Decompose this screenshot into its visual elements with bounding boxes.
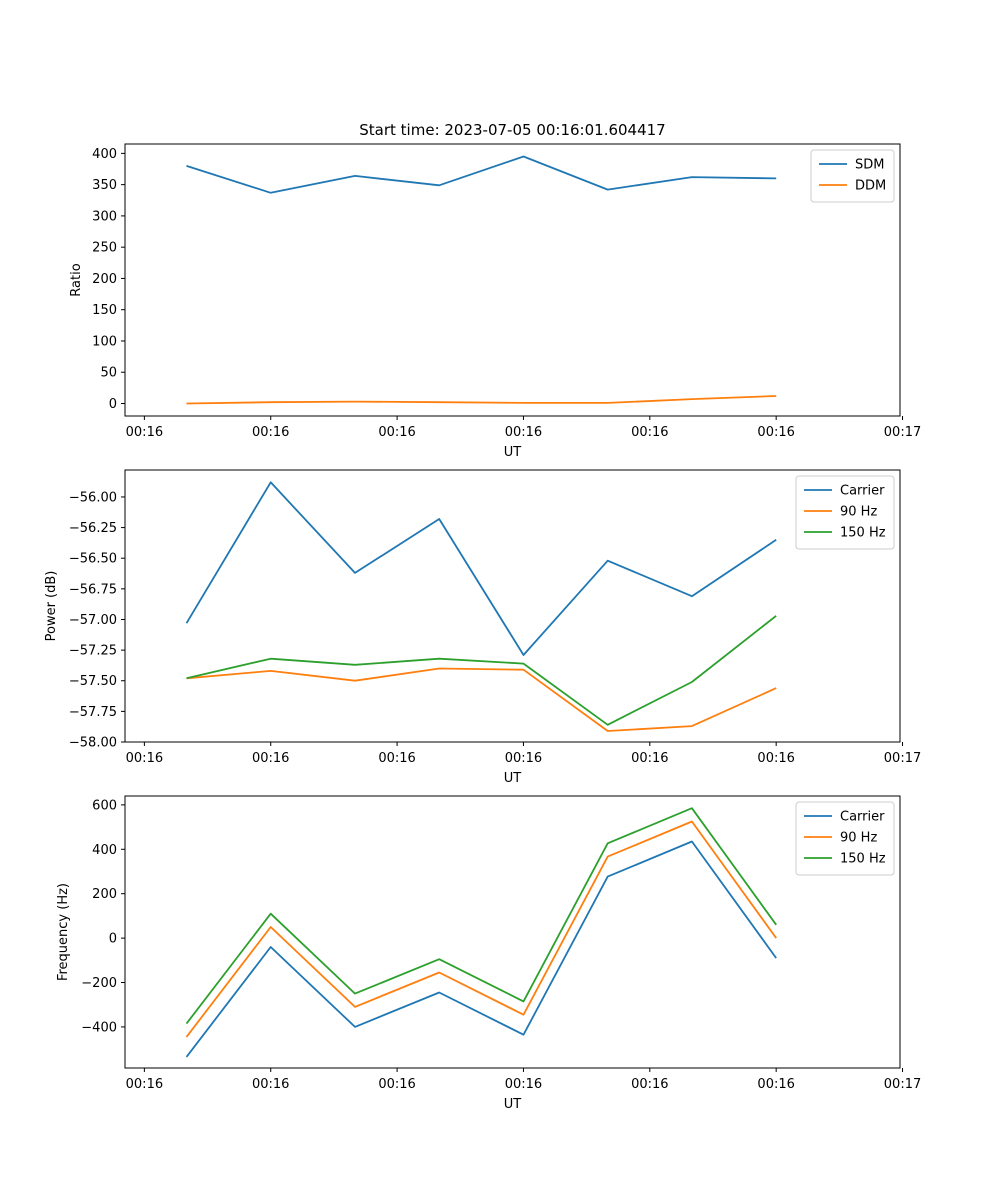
plot-frame bbox=[124, 143, 901, 417]
y-tick-label: 250 bbox=[92, 241, 117, 256]
x-tick-label: 00:16 bbox=[757, 1077, 794, 1092]
legend-label: 90 Hz bbox=[840, 831, 877, 846]
x-tick-label: 00:16 bbox=[378, 1077, 415, 1092]
legend-box bbox=[810, 149, 895, 203]
chart-panel-3: 00:16 00:16 00:16 00:16 00:16 00:16 00:17 −400 −… bbox=[56, 795, 921, 1112]
series-line-carrier bbox=[185, 840, 777, 1058]
legend-label: 90 Hz bbox=[840, 505, 877, 520]
legend-box bbox=[795, 801, 895, 876]
x-axis-label: UT bbox=[504, 771, 522, 786]
y-tick-label: −57.25 bbox=[69, 644, 117, 659]
y-tick-label: −57.75 bbox=[69, 705, 117, 720]
x-tick-label: 00:16 bbox=[252, 1077, 289, 1092]
x-tick-label: 00:16 bbox=[126, 751, 163, 766]
x-tick-label: 00:16 bbox=[126, 1077, 163, 1092]
x-tick-label: 00:17 bbox=[884, 1077, 921, 1092]
series-line-sdm bbox=[186, 155, 777, 194]
x-tick-label: 00:16 bbox=[126, 425, 163, 440]
x-tick-label: 00:16 bbox=[631, 1077, 668, 1092]
series-line-90-hz bbox=[185, 820, 777, 1038]
y-tick-label: 50 bbox=[100, 366, 117, 381]
x-tick-label: 00:16 bbox=[631, 751, 668, 766]
series-line-carrier bbox=[185, 481, 777, 656]
x-tick-label: 00:16 bbox=[378, 751, 415, 766]
series-line-150-hz bbox=[186, 615, 777, 726]
x-tick-label: 00:17 bbox=[884, 425, 921, 440]
plot-frame bbox=[124, 795, 901, 1069]
y-tick-label: 200 bbox=[92, 887, 117, 902]
y-axis-label: Frequency (Hz) bbox=[56, 883, 71, 981]
y-axis-label: Power (dB) bbox=[44, 571, 59, 642]
x-tick-label: 00:16 bbox=[757, 425, 794, 440]
y-tick-label: 150 bbox=[92, 303, 117, 318]
y-axis-label: Ratio bbox=[69, 263, 84, 296]
y-tick-label: 0 bbox=[109, 397, 117, 412]
chart-panel-2: 00:16 00:16 00:16 00:16 00:16 00:16 00:17 −58.0… bbox=[44, 469, 921, 786]
x-tick-label: 00:16 bbox=[252, 425, 289, 440]
legend: SDM DDM bbox=[810, 149, 895, 203]
legend-label: SDM bbox=[855, 158, 884, 173]
y-tick-label: −58.00 bbox=[69, 736, 117, 751]
x-tick-label: 00:16 bbox=[757, 751, 794, 766]
y-tick-label: −57.50 bbox=[69, 674, 117, 689]
y-tick-label: −56.50 bbox=[69, 552, 117, 567]
legend: Carrier 90 Hz 150 Hz bbox=[795, 475, 895, 550]
series-line-ddm bbox=[186, 395, 777, 405]
y-tick-label: 200 bbox=[92, 272, 117, 287]
legend-box bbox=[795, 475, 895, 550]
y-tick-label: −200 bbox=[81, 976, 117, 991]
x-tick-label: 00:16 bbox=[505, 1077, 542, 1092]
y-tick-label: 300 bbox=[92, 209, 117, 224]
y-tick-label: 400 bbox=[92, 843, 117, 858]
y-tick-label: 350 bbox=[92, 178, 117, 193]
legend-label: 150 Hz bbox=[840, 526, 886, 541]
x-axis-label: UT bbox=[504, 445, 522, 460]
legend: Carrier 90 Hz 150 Hz bbox=[795, 801, 895, 876]
y-tick-label: 600 bbox=[92, 798, 117, 813]
y-tick-label: −400 bbox=[81, 1020, 117, 1035]
series-line-150-hz bbox=[185, 807, 777, 1025]
series-line-90-hz bbox=[186, 667, 777, 732]
x-tick-label: 00:16 bbox=[252, 751, 289, 766]
y-tick-label: 400 bbox=[92, 147, 117, 162]
x-tick-label: 00:16 bbox=[505, 751, 542, 766]
y-tick-label: −56.25 bbox=[69, 521, 117, 536]
y-tick-label: 100 bbox=[92, 334, 117, 349]
legend-label: DDM bbox=[855, 179, 886, 194]
chart-title: Start time: 2023-07-05 00:16:01.604417 bbox=[359, 121, 665, 139]
x-tick-label: 00:16 bbox=[505, 425, 542, 440]
legend-label: Carrier bbox=[840, 810, 885, 825]
x-tick-label: 00:17 bbox=[884, 751, 921, 766]
legend-label: Carrier bbox=[840, 484, 885, 499]
y-tick-label: −56.00 bbox=[69, 490, 117, 505]
x-tick-label: 00:16 bbox=[378, 425, 415, 440]
y-tick-label: −57.00 bbox=[69, 613, 117, 628]
legend-label: 150 Hz bbox=[840, 852, 886, 867]
y-tick-label: 0 bbox=[109, 932, 117, 947]
chart-panel-1: 00:16 00:16 00:16 00:16 00:16 00:16 00:17 0 50 10… bbox=[69, 121, 921, 460]
x-axis-label: UT bbox=[504, 1097, 522, 1112]
plot-frame bbox=[124, 469, 901, 743]
y-tick-label: −56.75 bbox=[69, 582, 117, 597]
x-tick-label: 00:16 bbox=[631, 425, 668, 440]
